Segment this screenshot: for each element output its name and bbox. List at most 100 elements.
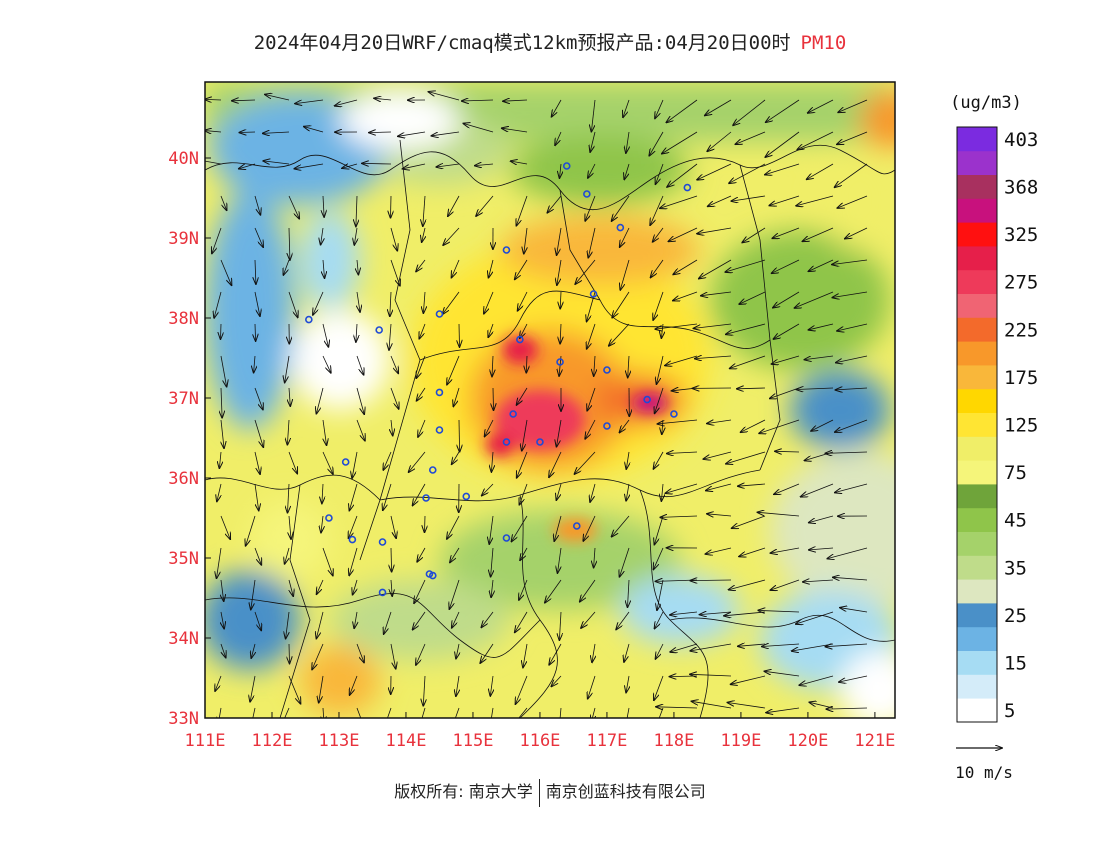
wind-arrow [413, 483, 426, 505]
wind-arrow [374, 98, 392, 100]
wind-arrow [452, 259, 460, 278]
wind-arrow [221, 387, 222, 418]
city-marker [670, 410, 678, 418]
wind-arrow [390, 259, 400, 286]
wind-arrow [357, 259, 358, 275]
wind-arrow [771, 579, 800, 590]
wind-arrow [403, 163, 426, 169]
wind-arrow [349, 515, 358, 538]
wind-arrow [620, 547, 630, 577]
legend-label: 75 [1004, 462, 1027, 484]
wind-arrow [670, 643, 698, 652]
wind-arrow [356, 195, 357, 226]
wind-arrow [239, 132, 256, 133]
wind-arrow [482, 483, 494, 496]
wind-arrow [832, 259, 868, 265]
wind-arrow [774, 323, 800, 339]
wind-arrow [665, 355, 698, 366]
wind-arrow [738, 484, 766, 486]
lon-tick-label: 116E [519, 731, 560, 751]
wind-arrow [459, 323, 460, 347]
wind-arrow [594, 547, 595, 568]
legend-swatch [957, 388, 997, 413]
legend-swatch [957, 531, 997, 556]
wind-arrow [669, 227, 698, 241]
wind-arrow [390, 515, 396, 538]
legend-label: 45 [1004, 510, 1027, 532]
wind-arrow [456, 675, 459, 696]
wind-arrow [575, 259, 596, 284]
wind-arrow [353, 579, 357, 595]
wind-arrow [316, 611, 324, 638]
wind-arrow [312, 643, 324, 669]
wind-arrow [254, 291, 260, 316]
wind-arrow [706, 547, 732, 554]
wind-arrow [220, 195, 227, 210]
wind-arrow [612, 291, 630, 318]
wind-arrow [263, 132, 290, 133]
legend-label: 368 [1004, 177, 1038, 199]
wind-arrow [221, 579, 224, 601]
city-marker [435, 426, 444, 434]
wind-arrow [766, 707, 800, 713]
wind-arrow [503, 100, 528, 101]
wind-arrow [690, 580, 732, 581]
wind-arrow [453, 707, 460, 718]
wind-arrow [350, 675, 358, 695]
wind-arrow [335, 99, 358, 106]
lat-tick-label: 36N [168, 469, 199, 489]
wind-arrow [452, 451, 460, 464]
wind-arrow [557, 259, 562, 285]
wind-arrow [826, 708, 868, 709]
legend-border [956, 126, 998, 723]
wind-arrow [796, 195, 834, 206]
footer-separator [538, 778, 540, 807]
wind-arrow [707, 420, 732, 424]
map-frame [204, 81, 896, 719]
wind-arrow [283, 259, 290, 275]
wind-arrow [390, 643, 396, 669]
wind-arrow [219, 451, 221, 468]
wind-arrow [588, 163, 596, 178]
city-marker [562, 162, 571, 170]
wind-arrow [826, 644, 868, 647]
wind-arrow [462, 100, 494, 101]
wind-arrow [246, 515, 256, 546]
wind-arrow [772, 259, 800, 273]
wind-arrow [356, 419, 365, 441]
lat-tick-label: 38N [168, 309, 199, 329]
wind-arrow [661, 483, 663, 501]
wind-arrow [628, 355, 629, 377]
city-marker [603, 366, 611, 374]
wind-arrow [523, 643, 528, 667]
wind-arrow [416, 355, 426, 378]
legend-swatch [957, 269, 997, 294]
wind-arrow [797, 388, 834, 390]
wind-arrow [476, 195, 494, 216]
wind-arrow [707, 514, 732, 516]
wind-arrow [252, 707, 256, 718]
longitude-ticks: 111E 112E 113E 114E 115E 116E 117E 118E 119E 120E… [185, 712, 895, 751]
wind-scale-label: 10 m/s [955, 763, 1013, 782]
wind-arrow [701, 291, 732, 296]
wind-arrow [322, 451, 333, 474]
wind-arrow [836, 388, 868, 390]
wind-arrow [742, 227, 766, 243]
wind-arrow [322, 547, 333, 576]
wind-arrow [254, 227, 263, 247]
legend-label: 125 [1004, 415, 1038, 437]
wind-arrow [356, 355, 364, 375]
wind-arrow [773, 291, 800, 308]
wind-arrow [736, 131, 766, 144]
wind-arrow [432, 131, 460, 136]
wind-arrow [699, 259, 732, 279]
city-marker [378, 588, 387, 597]
wind-arrow [840, 608, 868, 613]
wind-arrow [795, 291, 834, 308]
wind-arrow [254, 355, 255, 373]
footer: 版权所有: 南京大学 南京创蓝科技有限公司 [0, 778, 1100, 807]
wind-arrow [803, 227, 834, 241]
wind-arrow [765, 131, 800, 157]
wind-arrow [581, 611, 596, 628]
wind-arrow [493, 387, 494, 410]
